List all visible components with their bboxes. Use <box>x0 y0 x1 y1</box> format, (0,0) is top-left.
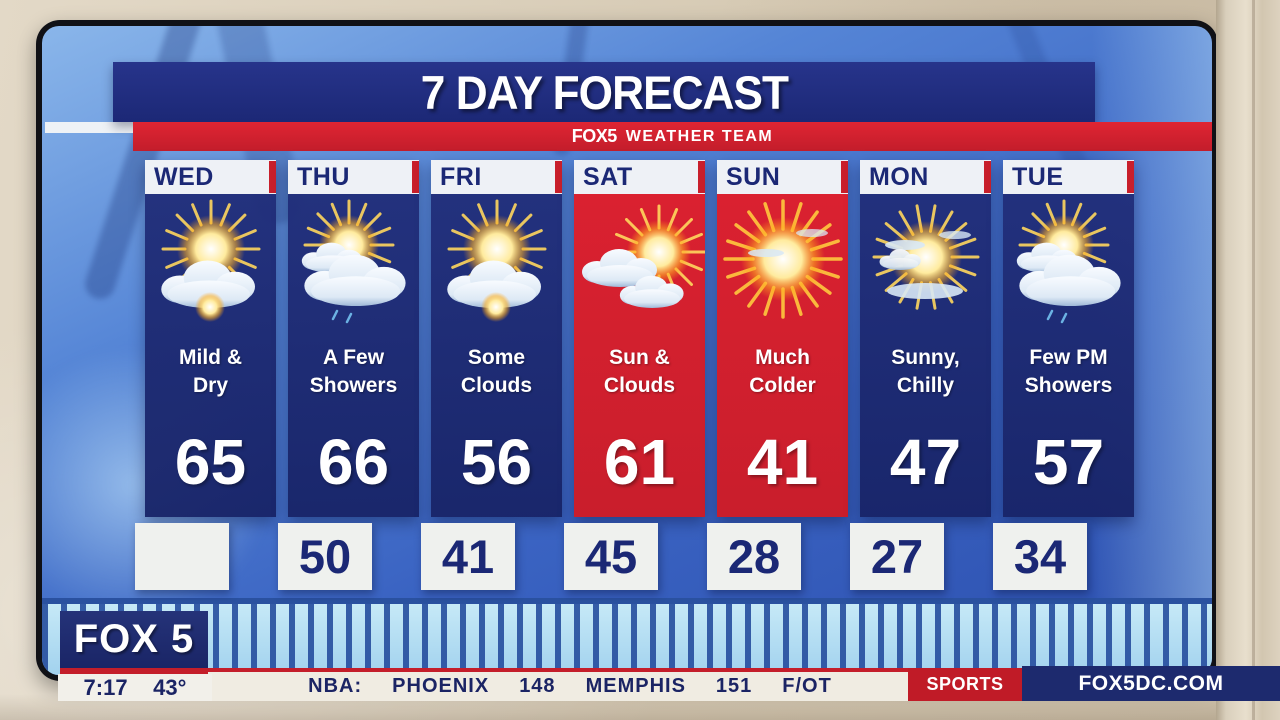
day-name-header: FRI <box>431 160 562 194</box>
ticker-team2: MEMPHIS <box>585 675 686 697</box>
day-name-header: SUN <box>717 160 848 194</box>
low-temp-box: 34 <box>993 523 1087 590</box>
low-temp-box: 28 <box>707 523 801 590</box>
low-temp-box: 50 <box>278 523 372 590</box>
weather-team-banner: FOX5 WEATHER TEAM <box>133 122 1212 151</box>
header-accent-stripe <box>555 161 562 193</box>
sun-and-clouds-icon <box>575 196 705 344</box>
header-accent-stripe <box>698 161 705 193</box>
forecast-day-column: THU A Few Showers 66 <box>288 160 419 517</box>
condition-label: Mild & Dry <box>179 346 242 397</box>
forecast-day-column: MON Sunny, Chilly 47 <box>860 160 991 517</box>
forecast-title-bar: 7 DAY FORECAST <box>113 62 1095 122</box>
high-temp: 61 <box>603 425 676 498</box>
low-temp-box: 27 <box>850 523 944 590</box>
condition-label: Some Clouds <box>460 346 533 397</box>
forecast-day-column: TUE Few PM Showers 57 <box>1003 160 1134 517</box>
low-temp-box <box>135 523 229 590</box>
day-panel: A Few Showers 66 <box>288 194 419 517</box>
forecast-day-column: FRI Some Clouds 56 <box>431 160 562 517</box>
condition-label: Sun & Clouds <box>603 346 676 397</box>
header-accent-stripe <box>841 161 848 193</box>
banner-label: WEATHER TEAM <box>625 127 774 145</box>
sunny-small-clouds-icon <box>861 196 991 344</box>
day-panel: Mild & Dry 65 <box>145 194 276 517</box>
condition-label: Much Colder <box>749 346 816 397</box>
mostly-cloudy-sun-icon <box>1004 196 1134 344</box>
day-name: MON <box>869 162 929 191</box>
condition-label: Sunny, Chilly <box>891 346 960 397</box>
condition-label: A Few Showers <box>309 346 398 397</box>
current-temp: 43° <box>153 674 187 700</box>
wall-pillar <box>1216 0 1280 720</box>
studio-monitor: 7 DAY FORECAST FOX5 WEATHER TEAM WED Mild… <box>36 20 1218 681</box>
day-name-header: WED <box>145 160 276 194</box>
day-panel: Sun & Clouds 61 <box>574 194 705 517</box>
forecast-day-column: SUN Much Colder 41 <box>717 160 848 517</box>
high-temp: 65 <box>174 425 247 498</box>
fence-graphic <box>42 598 1212 675</box>
day-name: WED <box>154 162 214 191</box>
day-panel: Sunny, Chilly 47 <box>860 194 991 517</box>
day-name-header: TUE <box>1003 160 1134 194</box>
day-name-header: MON <box>860 160 991 194</box>
mostly-cloudy-sun-icon <box>289 196 419 344</box>
clock: 7:17 <box>83 674 128 700</box>
header-accent-stripe <box>1127 161 1134 193</box>
ticker-score2: 151 <box>715 675 753 697</box>
day-name-header: SAT <box>574 160 705 194</box>
day-name: SUN <box>726 162 781 191</box>
ticker-game-score: NBA: PHOENIX 148 MEMPHIS 151 F/OT <box>230 672 910 701</box>
header-accent-stripe <box>269 161 276 193</box>
day-panel: Much Colder 41 <box>717 194 848 517</box>
weather-screen: 7 DAY FORECAST FOX5 WEATHER TEAM WED Mild… <box>42 26 1212 675</box>
fox5-logo: FOX 5 <box>60 611 208 668</box>
header-accent-stripe <box>412 161 419 193</box>
ticker-score1: 148 <box>519 675 556 697</box>
forecast-columns: WED Mild & Dry 65 THU A Few Showers 66 FRI Some… <box>145 160 1134 590</box>
accent-stripe <box>45 122 133 133</box>
station-bug: FOX 5 7:17 43° <box>58 611 212 701</box>
day-name: FRI <box>440 162 482 191</box>
low-temp-row: 50 41 45 28 27 34 <box>135 523 1134 590</box>
forecast-day-column: WED Mild & Dry 65 <box>145 160 276 517</box>
day-name: THU <box>297 162 350 191</box>
sun-behind-cloud-icon <box>146 196 276 344</box>
condition-label: Few PM Showers <box>1024 346 1113 397</box>
page-title: 7 DAY FORECAST <box>420 65 788 119</box>
ticker-status: F/OT <box>782 675 832 697</box>
high-temp: 41 <box>746 425 819 498</box>
sun-behind-cloud-icon <box>432 196 562 344</box>
day-panel: Few PM Showers 57 <box>1003 194 1134 517</box>
ticker-top-line <box>204 668 1022 672</box>
station-brand: FOX5 <box>571 126 618 146</box>
high-temp: 47 <box>889 425 962 498</box>
low-temp-box: 45 <box>564 523 658 590</box>
sunny-icon <box>718 196 848 344</box>
station-website: FOX5DC.COM <box>1022 666 1280 701</box>
day-name: TUE <box>1012 162 1064 191</box>
high-temp: 57 <box>1032 425 1105 498</box>
header-accent-stripe <box>984 161 991 193</box>
day-panel: Some Clouds 56 <box>431 194 562 517</box>
time-temp-strip: 7:17 43° <box>58 674 212 701</box>
ticker-team1: PHOENIX <box>392 675 490 697</box>
day-name-header: THU <box>288 160 419 194</box>
bug-red-stripe <box>60 668 208 674</box>
high-temp: 56 <box>460 425 533 498</box>
high-temp: 66 <box>317 425 390 498</box>
day-name: SAT <box>583 162 633 191</box>
forecast-day-column: SAT Sun & Clouds 61 <box>574 160 705 517</box>
sports-tag: SPORTS <box>908 668 1022 701</box>
ticker-league: NBA: <box>308 675 363 697</box>
low-temp-box: 41 <box>421 523 515 590</box>
